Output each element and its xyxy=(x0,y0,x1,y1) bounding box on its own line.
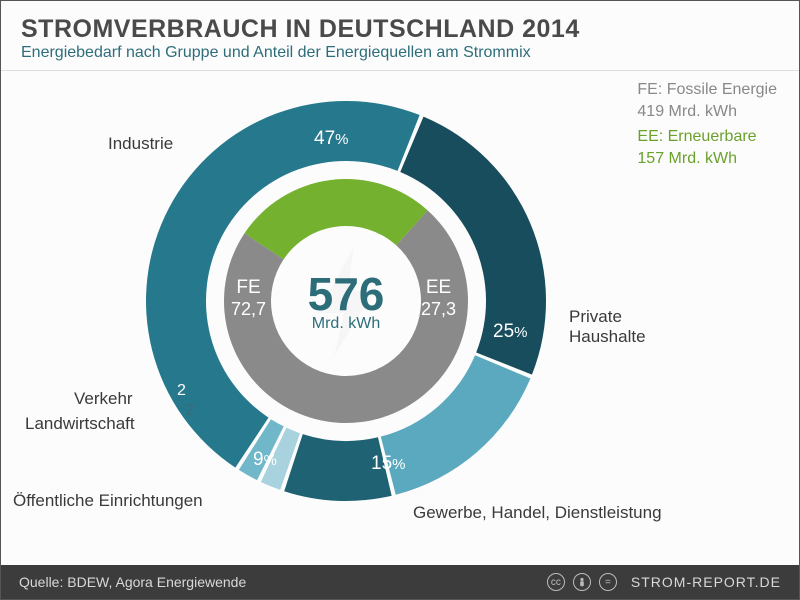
legend-ee-title: EE: Erneuerbare xyxy=(637,126,777,148)
nd-icon: = xyxy=(599,573,617,591)
inner-fe-abbr: FE xyxy=(231,277,266,299)
label-landwirtschaft: Landwirtschaft xyxy=(25,414,135,434)
footer-right: cc = STROM-REPORT.DE xyxy=(547,573,781,591)
center-value: 576 xyxy=(306,271,386,317)
center-total: 576 Mrd. kWh xyxy=(306,271,386,333)
inner-ee-abbr: EE xyxy=(421,277,456,299)
inner-fe-label: FE 72,7 xyxy=(231,277,266,320)
label-haushalte-1: Private xyxy=(569,307,622,327)
pct-industrie: 47% xyxy=(314,128,348,150)
pct-haushalte: 25% xyxy=(493,321,527,343)
pct-oeffentlich: 9% xyxy=(253,449,277,471)
pct-verkehr: 2 xyxy=(177,382,186,400)
legend: FE: Fossile Energie 419 Mrd. kWh EE: Ern… xyxy=(637,79,777,169)
label-haushalte-2: Haushalte xyxy=(569,327,646,347)
chart-area: FE: Fossile Energie 419 Mrd. kWh EE: Ern… xyxy=(1,71,799,541)
inner-ee-label: EE 27,3 xyxy=(421,277,456,320)
label-industrie: Industrie xyxy=(108,134,173,154)
label-gewerbe: Gewerbe, Handel, Dienstleistung xyxy=(413,503,662,523)
page-title: STROMVERBRAUCH IN DEUTSCHLAND 2014 xyxy=(21,15,779,44)
page-subtitle: Energiebedarf nach Gruppe und Anteil der… xyxy=(21,44,779,68)
footer: Quelle: BDEW, Agora Energiewende cc = ST… xyxy=(1,565,799,599)
label-oeffentlich: Öffentliche Einrichtungen xyxy=(13,491,203,511)
label-verkehr: Verkehr xyxy=(74,389,133,409)
cc-icon: cc xyxy=(547,573,565,591)
pct-landwirtschaft: 2 xyxy=(185,402,194,420)
pct-gewerbe: 15% xyxy=(371,453,405,475)
center-unit: Mrd. kWh xyxy=(306,315,386,333)
inner-ee-val: 27,3 xyxy=(421,299,456,320)
by-icon xyxy=(573,573,591,591)
legend-fe-value: 419 Mrd. kWh xyxy=(637,101,777,123)
inner-fe-val: 72,7 xyxy=(231,299,266,320)
legend-fe-title: FE: Fossile Energie xyxy=(637,79,777,101)
footer-source: Quelle: BDEW, Agora Energiewende xyxy=(19,574,246,590)
footer-site: STROM-REPORT.DE xyxy=(631,574,781,590)
legend-ee-value: 157 Mrd. kWh xyxy=(637,148,777,170)
